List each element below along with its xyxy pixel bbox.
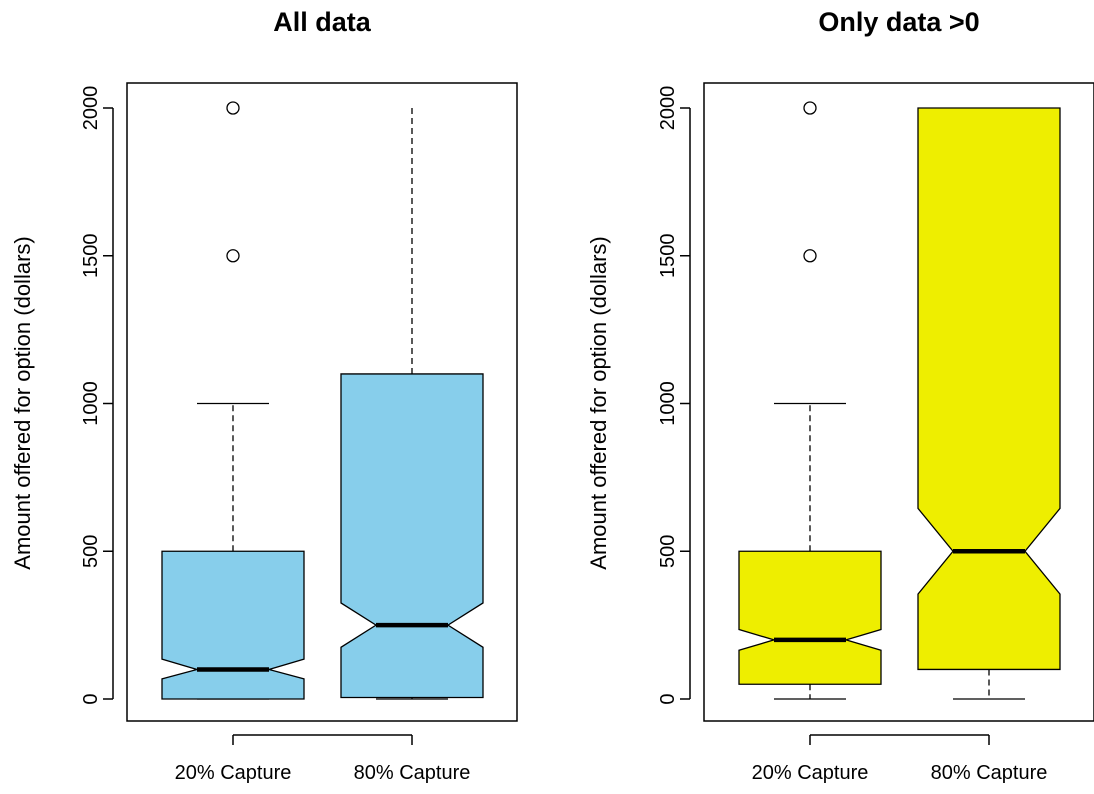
plot-frame (703, 82, 1094, 722)
y-tick-label: 1500 (657, 234, 679, 279)
x-axis: 20% Capture 80% Capture (175, 734, 471, 784)
x-tick-label: 80% Capture (931, 762, 1048, 784)
outlier-point (803, 249, 817, 263)
outlier-point (226, 249, 240, 263)
y-tick-label: 2000 (80, 86, 102, 131)
plot-frame (126, 82, 518, 722)
outlier-point (226, 101, 240, 115)
box (161, 550, 305, 700)
x-tick-label: 20% Capture (752, 762, 869, 784)
box (340, 373, 484, 699)
y-tick-label: 1000 (80, 381, 102, 426)
boxes-layer (161, 101, 484, 700)
y-axis-label: Amount offered for option (dollars) (10, 236, 35, 569)
y-tick-label: 0 (80, 693, 102, 704)
y-tick-label: 1500 (80, 234, 102, 279)
boxplot-20pct-capture (161, 101, 305, 700)
boxplot-80pct-capture (340, 108, 484, 700)
y-tick-label: 1000 (657, 381, 679, 426)
x-tick-label: 80% Capture (354, 762, 471, 784)
boxes-layer (738, 101, 1061, 700)
y-axis-label: Amount offered for option (dollars) (586, 236, 611, 569)
x-axis: 20% Capture 80% Capture (752, 734, 1048, 784)
y-tick-label: 500 (657, 535, 679, 568)
box (917, 107, 1061, 671)
boxplot-20pct-capture (738, 101, 882, 700)
chart-title: All data (273, 7, 372, 37)
y-tick-label: 2000 (657, 86, 679, 131)
y-tick-label: 0 (657, 693, 679, 704)
y-axis: 0 500 1000 1500 2000 (657, 86, 691, 705)
box (738, 550, 882, 685)
chart-title: Only data >0 (818, 7, 979, 37)
y-axis: 0 500 1000 1500 2000 (80, 86, 114, 705)
x-tick-label: 20% Capture (175, 762, 292, 784)
y-tick-label: 500 (80, 535, 102, 568)
panel-only-data-gt-0: Only data >0 Amount offered for option (… (586, 7, 1094, 784)
outlier-point (803, 101, 817, 115)
boxplot-80pct-capture (917, 107, 1061, 700)
panel-all-data: All data Amount offered for option (doll… (10, 7, 518, 784)
